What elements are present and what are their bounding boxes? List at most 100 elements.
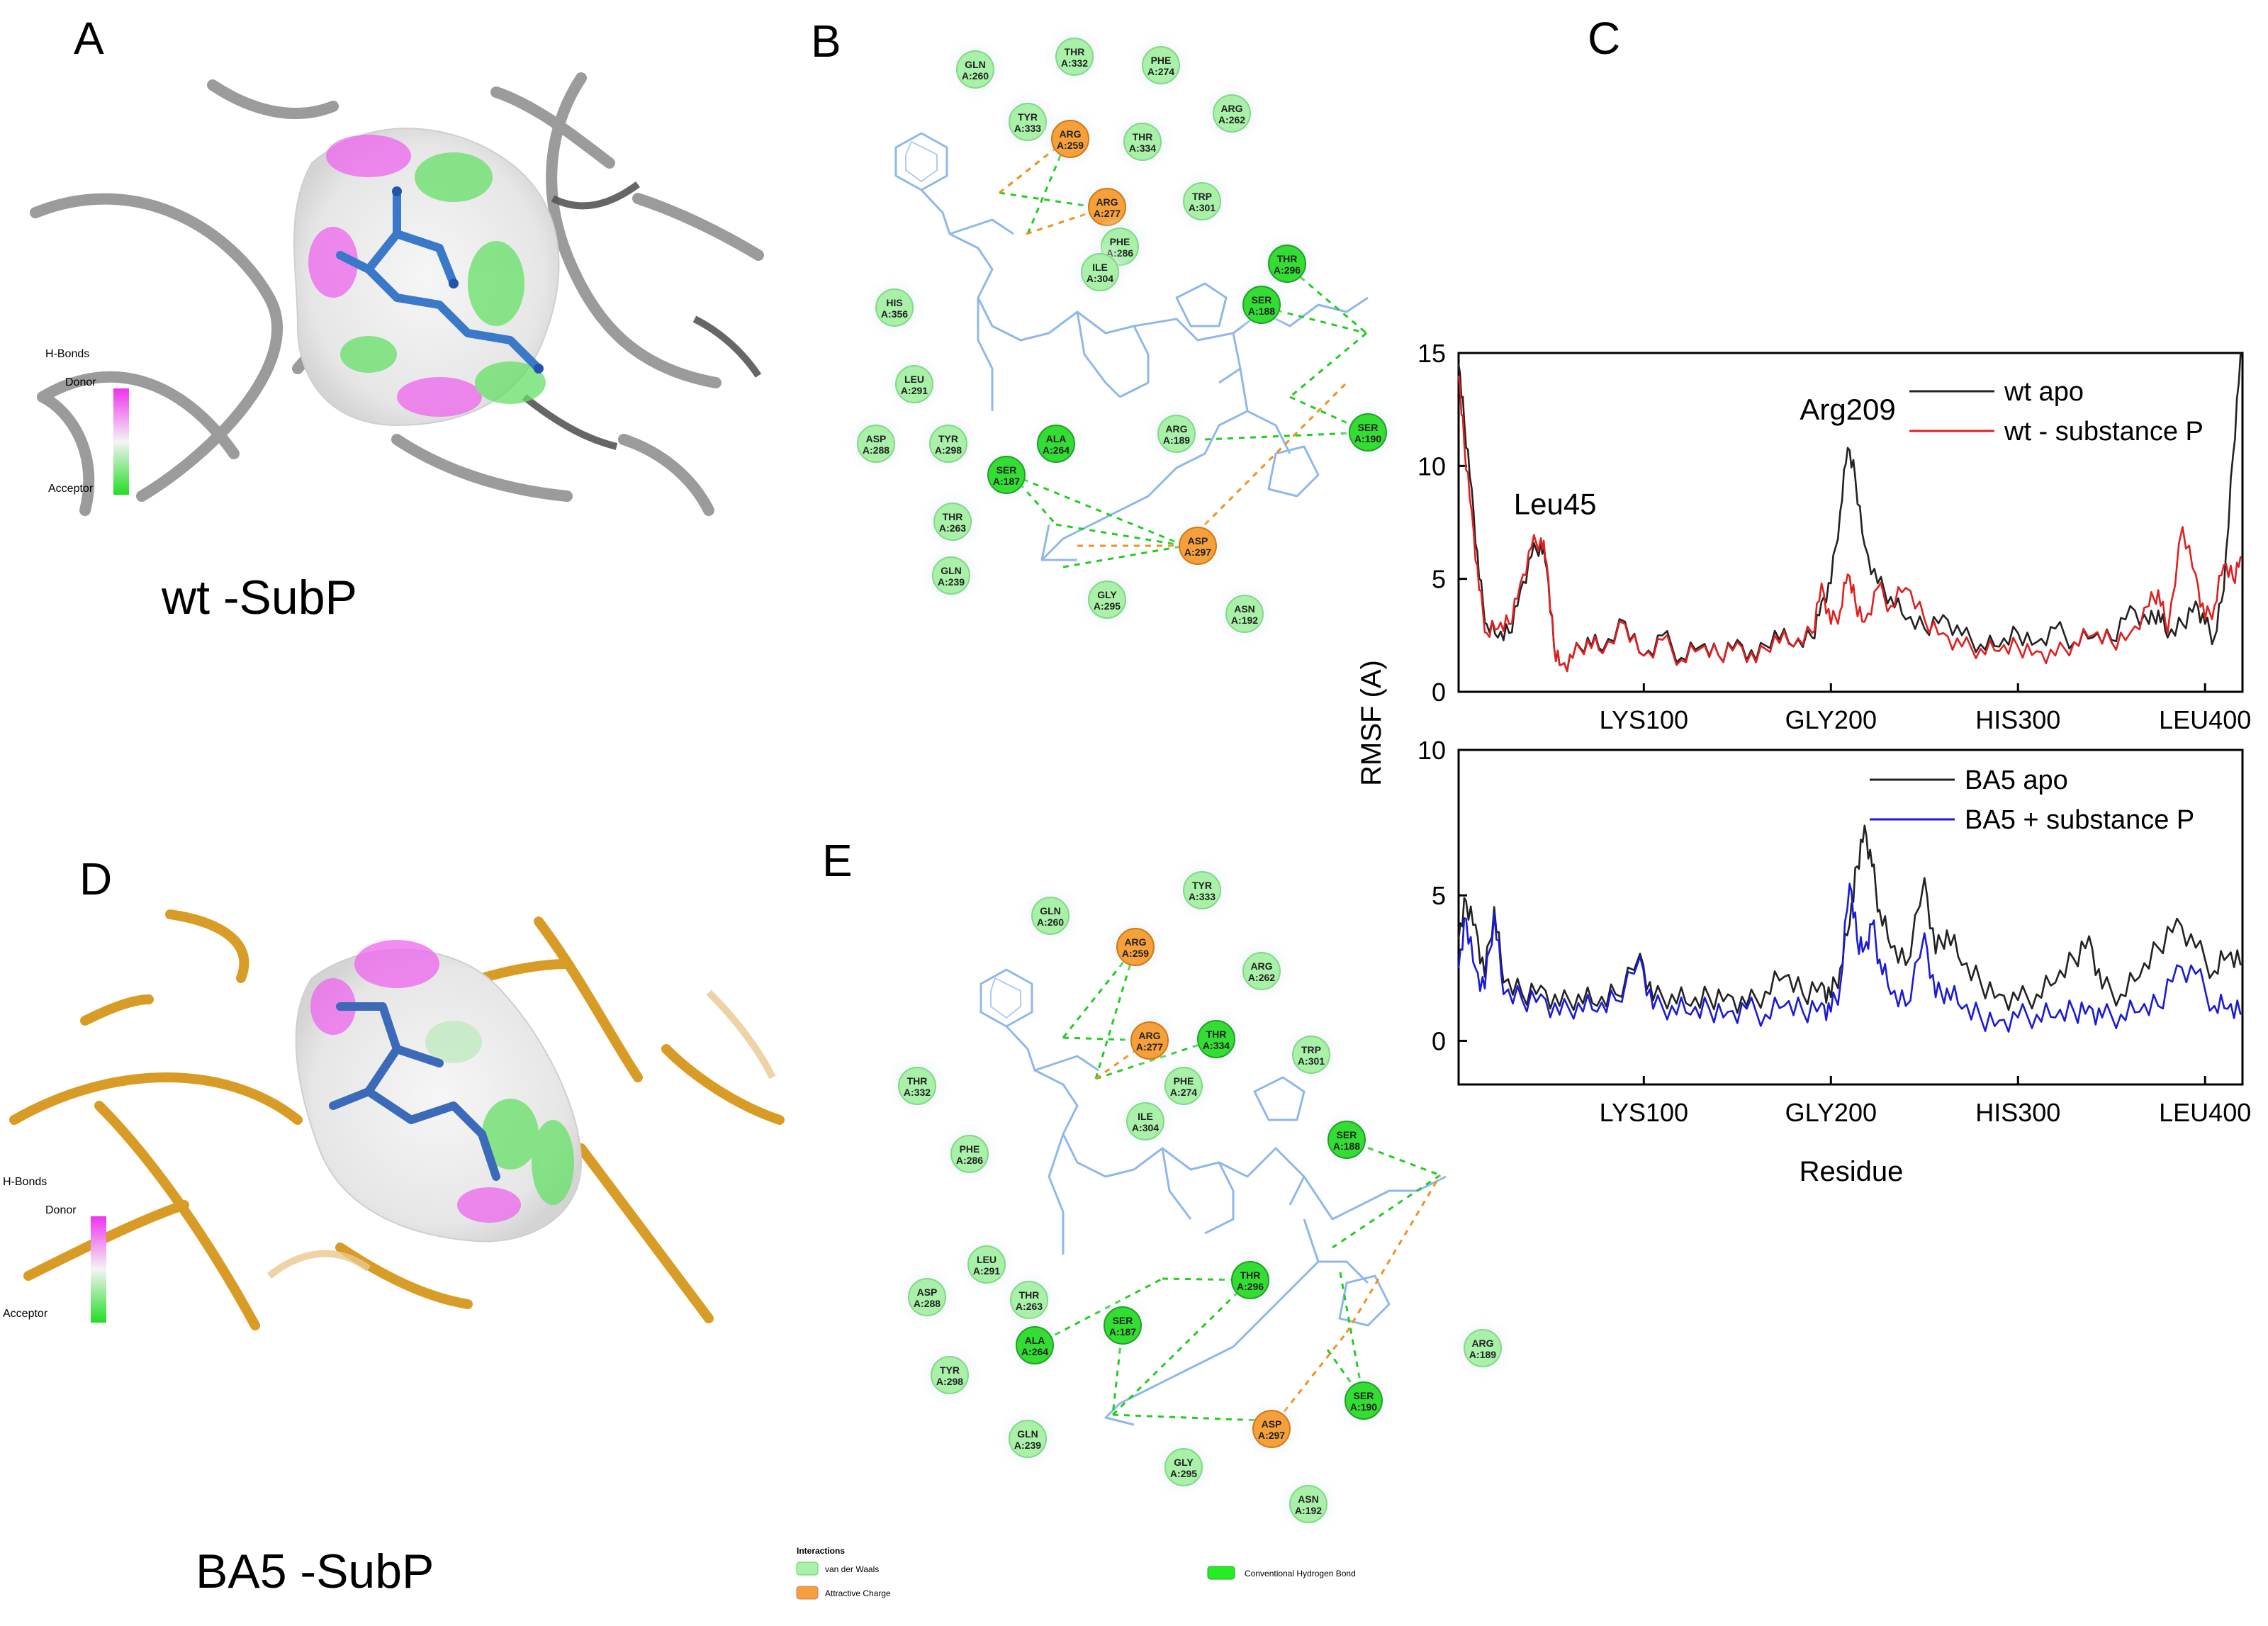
residue-bubbles-e: GLNA:260TYRA:333ARGA:259ARGA:262ARGA:277… xyxy=(886,859,1514,1535)
residue-name: ILE xyxy=(1092,262,1108,273)
residue-disc xyxy=(987,456,1026,494)
scale-title: H-Bonds xyxy=(3,1176,47,1188)
residue-name: THR xyxy=(1019,1289,1040,1301)
residue-id: A:304 xyxy=(1087,273,1113,284)
residue-disc xyxy=(1464,1329,1502,1367)
residue-id: A:332 xyxy=(904,1087,931,1098)
y-tick-label: 0 xyxy=(1432,1026,1446,1055)
residue-id: A:262 xyxy=(1248,972,1275,983)
residue-name: GLY xyxy=(1174,1457,1194,1468)
y-tick-label: 0 xyxy=(1432,678,1446,707)
residue-disc xyxy=(950,1135,989,1173)
residue-disc xyxy=(1231,1261,1269,1299)
residue-id: A:295 xyxy=(1170,1468,1197,1479)
residue-name: THR xyxy=(1240,1269,1261,1281)
residue-id: A:263 xyxy=(939,522,966,534)
residue-disc xyxy=(1183,871,1221,909)
residue-id: A:274 xyxy=(1170,1087,1197,1098)
residue-disc xyxy=(1197,1020,1235,1058)
residue-name: ARG xyxy=(1124,936,1146,948)
residue-disc xyxy=(932,556,970,595)
legend-label: wt apo xyxy=(2004,377,2084,407)
x-tick-label: LYS100 xyxy=(1600,1098,1688,1127)
residue-disc xyxy=(1051,120,1089,158)
residue-disc xyxy=(1055,38,1094,76)
residue-disc xyxy=(1292,1036,1330,1074)
residue-disc xyxy=(1242,286,1281,324)
x-tick-label: HIS300 xyxy=(1975,705,2060,734)
interactions-legend: Interactions van der Waals Attractive Ch… xyxy=(796,1546,1356,1600)
scale-acceptor-label: Acceptor xyxy=(3,1308,48,1320)
y-tick-label: 10 xyxy=(1418,736,1446,765)
residue-disc xyxy=(933,503,972,541)
residue-name: PHE xyxy=(1174,1075,1194,1087)
scale-title: H-Bonds xyxy=(45,348,89,360)
residue-disc xyxy=(895,365,933,403)
residue-disc xyxy=(857,425,895,463)
plot-frame xyxy=(1457,352,2244,693)
residue-id: A:356 xyxy=(881,308,908,320)
residue-name: TYR xyxy=(1018,111,1038,123)
panel-label-a: A xyxy=(74,13,104,64)
residue-name: TYR xyxy=(1192,880,1212,891)
residue-id: A:259 xyxy=(1057,140,1084,151)
residue-id: A:259 xyxy=(1122,948,1149,959)
residue-name: THR xyxy=(1065,46,1085,57)
residue-id: A:192 xyxy=(1231,615,1258,626)
residue-name: GLN xyxy=(941,565,962,576)
residue-disc xyxy=(1016,1326,1054,1364)
panel-label-c: C xyxy=(1588,13,1620,64)
residue-disc xyxy=(898,1067,936,1105)
residue-id: A:298 xyxy=(935,444,962,456)
residue-id: A:295 xyxy=(1094,600,1121,612)
residue-name: GLN xyxy=(1040,905,1061,916)
residue-name: GLY xyxy=(1097,589,1117,600)
residue-name: PHE xyxy=(960,1143,980,1155)
residue-id: A:288 xyxy=(914,1298,941,1309)
panel-label-e: E xyxy=(822,835,853,886)
residue-id: A:263 xyxy=(1016,1301,1043,1312)
residue-id: A:297 xyxy=(1258,1430,1285,1441)
residue-id: A:286 xyxy=(956,1155,983,1166)
residue-disc xyxy=(875,288,914,327)
residue-disc xyxy=(967,1245,1006,1284)
x-tick-label: LYS100 xyxy=(1600,705,1688,734)
residue-name: THR xyxy=(1206,1028,1227,1040)
residue-id: A:190 xyxy=(1350,1401,1377,1413)
residue-id: A:333 xyxy=(1014,123,1041,134)
residue-id: A:188 xyxy=(1333,1140,1360,1152)
legend-swatch-vdw xyxy=(796,1561,819,1576)
residue-id: A:192 xyxy=(1295,1505,1322,1516)
plot-frame xyxy=(1457,748,2244,1086)
residue-id: A:334 xyxy=(1203,1040,1230,1051)
residue-id: A:187 xyxy=(993,476,1020,487)
residue-disc xyxy=(1104,1306,1142,1345)
residue-name: THR xyxy=(943,511,963,522)
residue-id: A:296 xyxy=(1237,1281,1264,1292)
residue-disc xyxy=(1183,182,1221,220)
legend-label: wt - substance P xyxy=(2004,417,2204,447)
residue-name: ARG xyxy=(1096,196,1118,208)
residue-disc xyxy=(1289,1485,1327,1523)
residue-id: A:301 xyxy=(1298,1055,1325,1067)
y-axis-label: RMSF (A) xyxy=(1356,660,1387,786)
